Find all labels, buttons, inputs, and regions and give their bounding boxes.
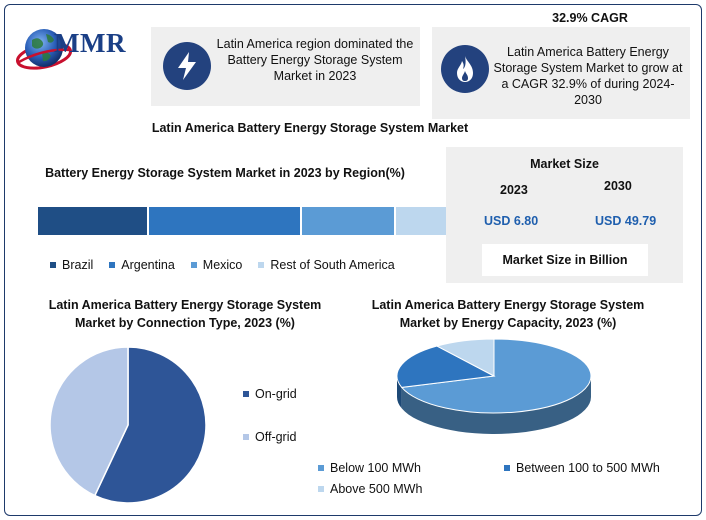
legend-swatch <box>50 262 56 268</box>
dominance-card: Latin America region dominated the Batte… <box>151 27 420 106</box>
dominance-text: Latin America region dominated the Batte… <box>216 37 414 83</box>
legend-item-below-100-mwh: Below 100 MWh <box>318 461 504 475</box>
legend-swatch <box>504 465 510 471</box>
market-year-2023: 2023 <box>500 183 528 197</box>
legend-item-above-500-mwh: Above 500 MWh <box>318 482 504 496</box>
legend-label: Off-grid <box>255 430 297 444</box>
legend-item-mexico: Mexico <box>190 258 243 272</box>
cagr-title: 32.9% CAGR <box>552 11 628 25</box>
bar-segment-brazil <box>38 207 150 235</box>
legend-swatch <box>109 262 116 268</box>
legend-item-between-100-to-500-mwh: Between 100 to 500 MWh <box>504 461 688 475</box>
pie-slice-between-100-to-500-mwh <box>396 345 496 388</box>
legend-swatch <box>243 434 249 440</box>
legend-swatch <box>243 391 249 397</box>
legend-swatch <box>318 486 324 492</box>
market-value-2023: USD 6.80 <box>484 214 539 228</box>
bar-segment-argentina <box>149 207 302 235</box>
legend-label: Rest of South America <box>270 258 395 272</box>
mmr-globe-logo-icon <box>15 29 73 70</box>
region-chart-title: Battery Energy Storage System Market in … <box>45 166 405 180</box>
pie-slice-off-grid <box>49 346 129 497</box>
pie-slice-above-500-mwh <box>435 338 495 377</box>
connection-chart-title: Latin America Battery Energy Storage Sys… <box>48 298 322 330</box>
legend-item-off-grid: Off-grid <box>243 430 297 444</box>
cagr-text: Latin America Battery Energy Storage Sys… <box>493 45 683 107</box>
legend-label: Argentina <box>121 258 175 272</box>
legend-swatch <box>318 465 324 471</box>
capacity-chart-title: Latin America Battery Energy Storage Sys… <box>371 298 645 330</box>
main-title: Latin America Battery Energy Storage Sys… <box>151 121 469 135</box>
legend-swatch <box>258 262 265 268</box>
legend-label: Below 100 MWh <box>330 461 422 475</box>
pie-side-between-100-to-500-mwh <box>397 376 402 409</box>
legend-label: Between 100 to 500 MWh <box>516 461 660 475</box>
region-legend: Brazil Argentina Mexico Rest of South Ameri… <box>50 258 470 272</box>
legend-item-brazil: Brazil <box>50 258 93 272</box>
legend-item-on-grid: On-grid <box>243 387 297 401</box>
market-size-unit-note: Market Size in Billion <box>482 244 648 276</box>
bar-segment-rest-of-south-america <box>396 207 450 235</box>
market-size-title: Market Size <box>530 157 599 171</box>
pie-slice-on-grid <box>93 346 207 504</box>
capacity-legend: Below 100 MWh Between 100 to 500 MWh Above… <box>318 461 688 496</box>
connection-legend: On-grid Off-grid <box>243 387 313 473</box>
bar-segment-mexico <box>301 207 397 235</box>
legend-label: Mexico <box>202 258 243 272</box>
market-value-2030: USD 49.79 <box>595 214 657 228</box>
lightning-bolt-icon <box>163 42 211 90</box>
pie-side-below-100-mwh <box>401 376 591 434</box>
market-size-box: Market Size 2023 2030 USD 6.80 USD 49.79… <box>446 147 683 283</box>
cagr-card: Latin America Battery Energy Storage Sys… <box>432 27 690 119</box>
legend-label: Brazil <box>62 258 94 272</box>
legend-item-argentina: Argentina <box>109 258 175 272</box>
legend-label: Above 500 MWh <box>330 482 423 496</box>
legend-label: On-grid <box>255 387 297 401</box>
market-year-2030: 2030 <box>604 179 632 193</box>
legend-swatch <box>190 262 197 268</box>
flame-icon <box>441 45 489 93</box>
pie-slice-below-100-mwh <box>400 338 592 414</box>
legend-item-rest-of-south-america: Rest of South America <box>258 258 395 272</box>
logo-text: MMR <box>54 28 126 58</box>
region-stacked-bar <box>38 207 450 235</box>
